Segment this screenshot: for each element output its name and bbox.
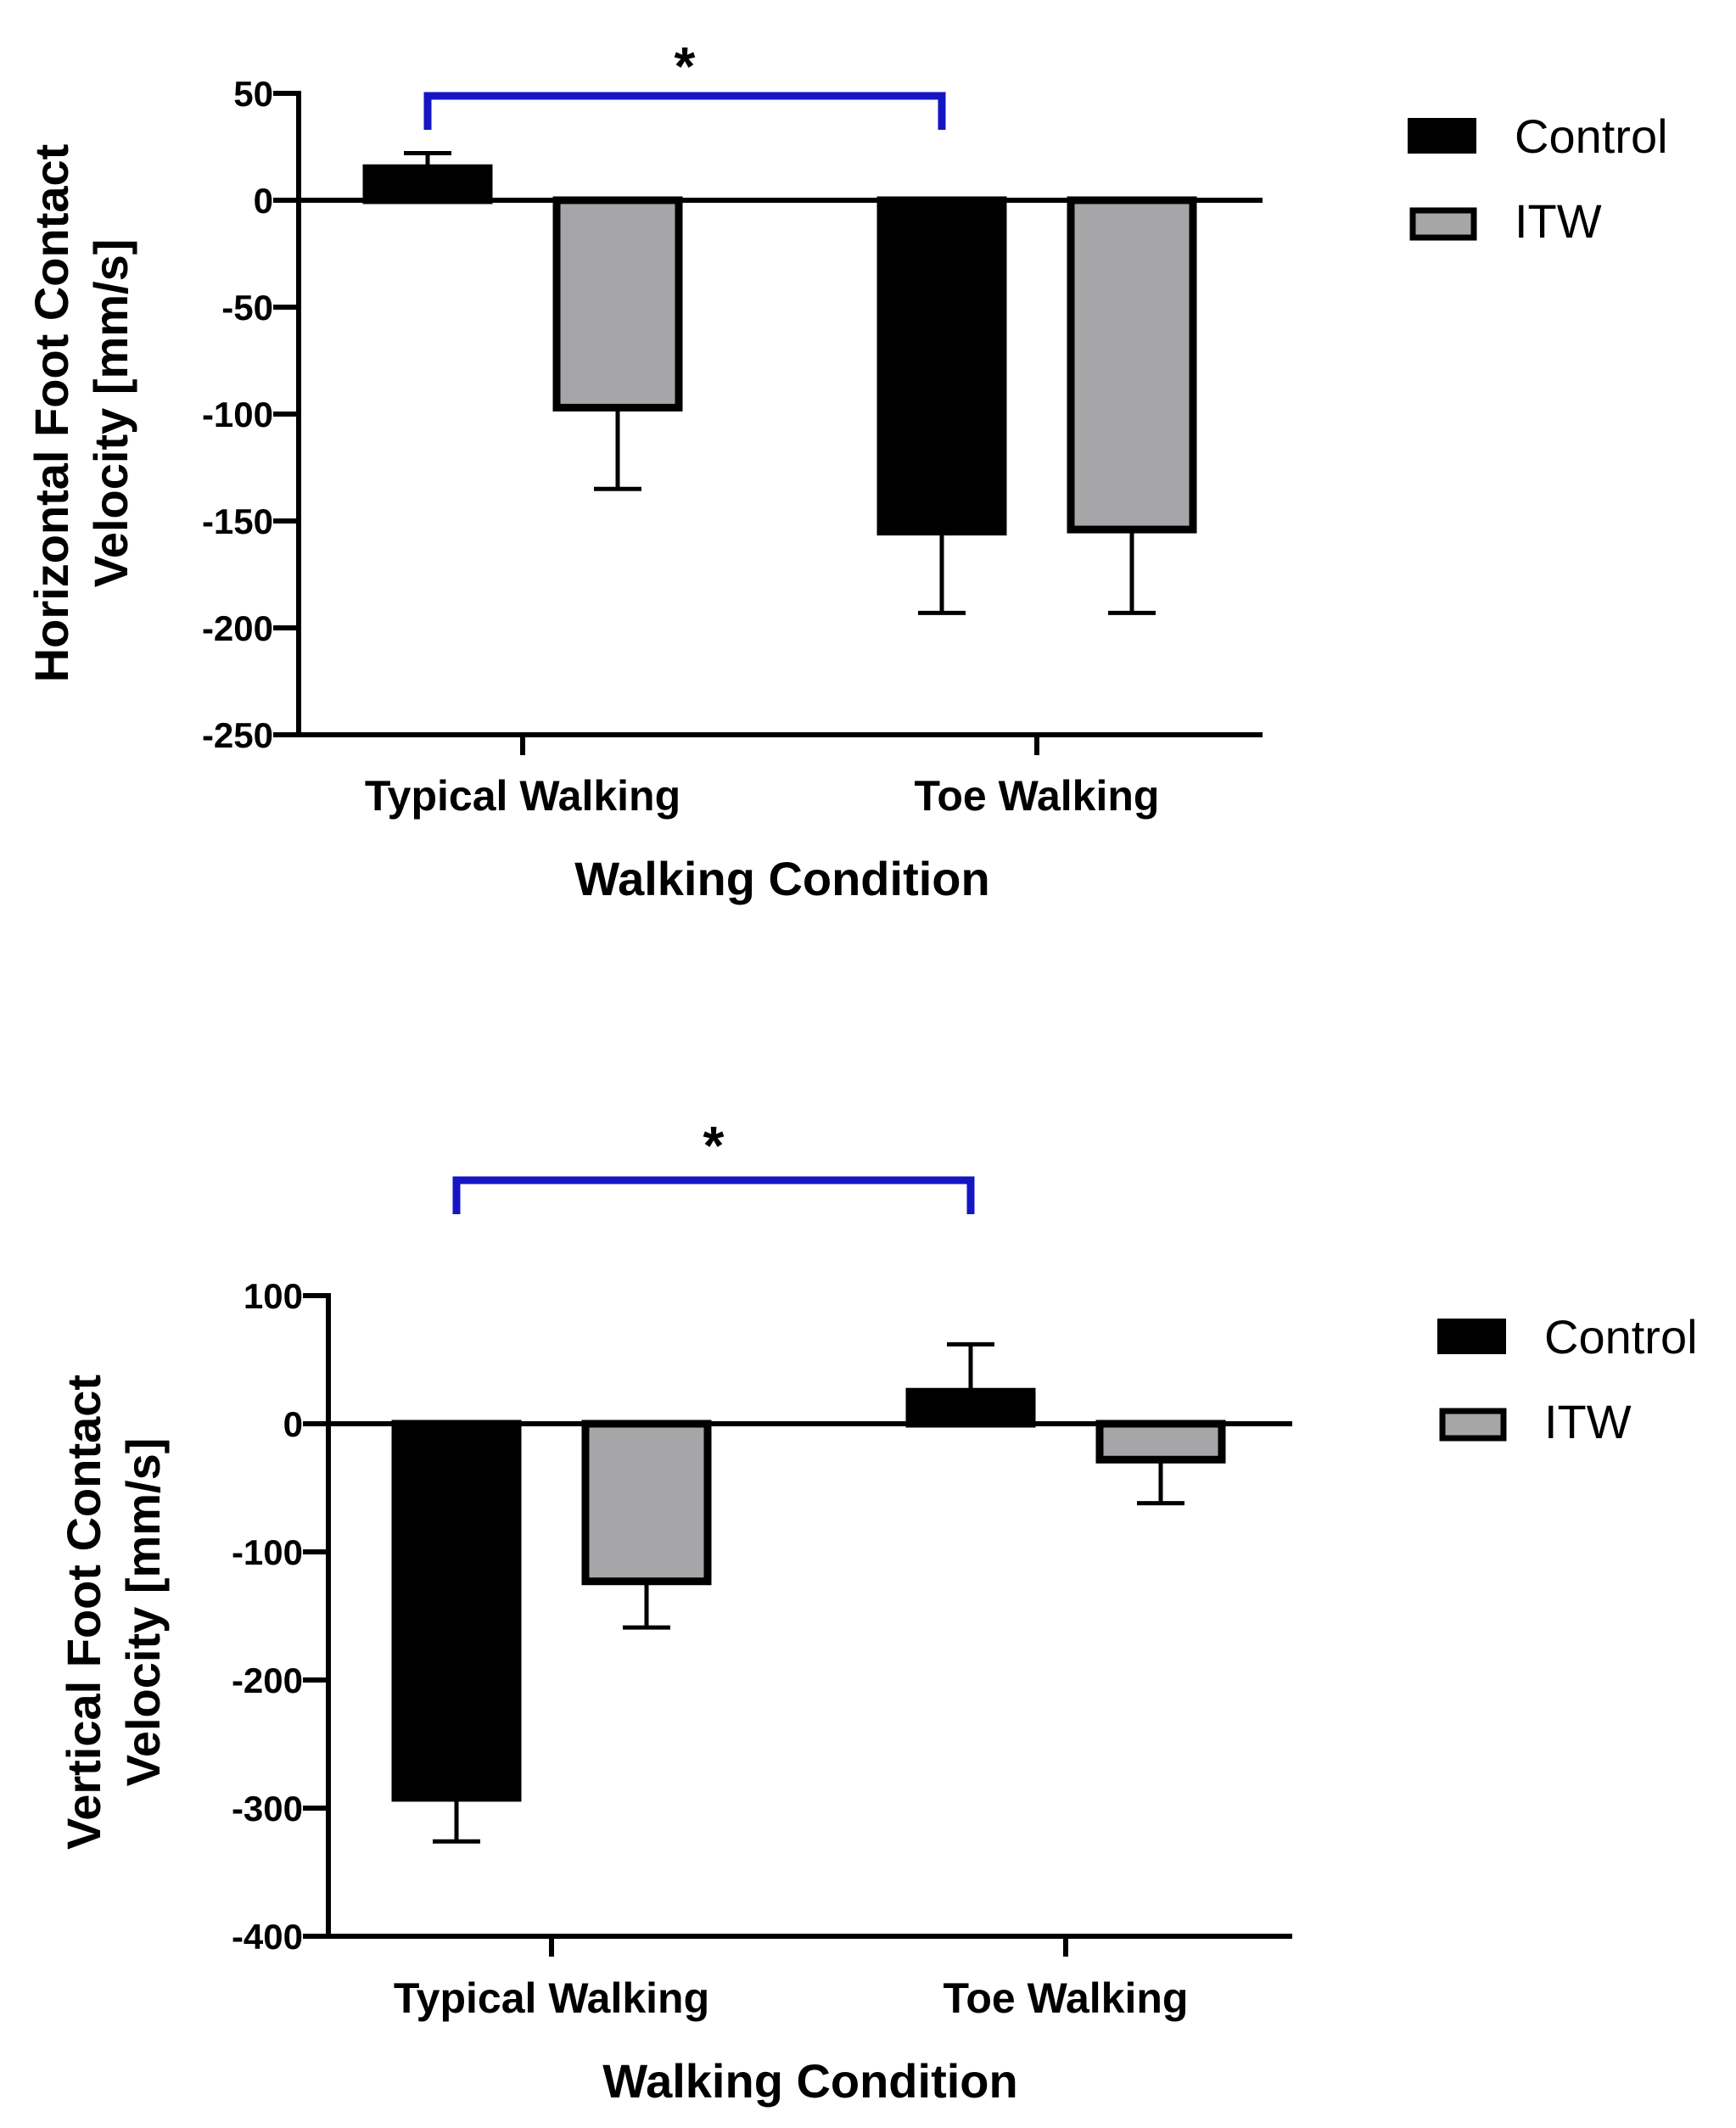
y-ticks-group: 50 0 -50 -100 -150 -200 -250 <box>202 74 299 755</box>
bars-group <box>391 1387 1226 1802</box>
significance-star: * <box>675 36 696 97</box>
y-tick-label: -300 <box>232 1789 303 1828</box>
legend-swatch-itw <box>1439 1408 1507 1442</box>
y-tick-label: -50 <box>221 288 273 328</box>
y-tick-label: 0 <box>254 181 273 221</box>
y-tick-label: -200 <box>202 608 273 648</box>
y-tick-label: -150 <box>202 501 273 541</box>
significance-star: * <box>703 1115 725 1176</box>
legend-label-control: Control <box>1544 1310 1698 1364</box>
x-tick-label-toe-walking: Toe Walking <box>944 1974 1189 2022</box>
y-axis-label-line-2: Velocity [mm/s] <box>116 1438 170 1787</box>
y-tick-label: 50 <box>233 74 273 114</box>
chart-horizontal-velocity: 50 0 -50 -100 -150 -200 -250 Typical Walking T… <box>25 36 1668 905</box>
significance-bracket-line <box>452 1176 975 1214</box>
bar-control-typical-walking <box>362 164 493 204</box>
y-axis-label-line-1: Horizontal Foot Contact <box>25 144 78 683</box>
x-axis-label: Walking Condition <box>602 2054 1017 2108</box>
legend: Control ITW <box>1437 1310 1698 1448</box>
y-axis-label-line-1: Vertical Foot Contact <box>57 1375 110 1850</box>
legend: Control ITW <box>1408 109 1668 248</box>
legend-swatch-control <box>1437 1319 1506 1354</box>
y-ticks-group: 100 0 -100 -200 -300 -400 <box>232 1276 328 1957</box>
axes-group <box>326 1293 1292 1957</box>
error-bars-group <box>433 1341 1184 1844</box>
legend-swatch-control <box>1408 118 1476 154</box>
bar-control-toe-walking <box>905 1387 1036 1428</box>
legend-label-itw: ITW <box>1544 1395 1632 1448</box>
x-tick-label-toe-walking: Toe Walking <box>915 772 1160 820</box>
bar-control-typical-walking <box>391 1420 522 1802</box>
bar-control-toe-walking <box>876 196 1007 536</box>
bar-itw-toe-walking <box>1067 196 1197 534</box>
significance-bracket-line <box>423 92 946 130</box>
y-tick-label: -100 <box>232 1532 303 1572</box>
x-axis-label: Walking Condition <box>574 852 989 905</box>
y-axis-label-line-2: Velocity [mm/s] <box>84 239 137 588</box>
legend-label-itw: ITW <box>1515 194 1602 248</box>
legend-swatch-itw <box>1409 207 1477 241</box>
legend-label-control: Control <box>1515 109 1668 163</box>
y-tick-label: 0 <box>283 1404 303 1444</box>
x-tick-label-typical-walking: Typical Walking <box>365 772 680 820</box>
y-tick-label: -100 <box>202 395 273 434</box>
chart-vertical-velocity: 100 0 -100 -200 -300 -400 Typical Walking Toe… <box>57 1115 1698 2108</box>
y-tick-label: 100 <box>244 1276 303 1316</box>
x-tick-label-typical-walking: Typical Walking <box>394 1974 709 2022</box>
significance-bracket: * <box>423 36 946 130</box>
error-bars-group <box>404 151 1156 615</box>
y-tick-label: -250 <box>202 715 273 755</box>
bar-itw-toe-walking <box>1095 1420 1226 1464</box>
significance-bracket: * <box>452 1115 975 1214</box>
y-tick-label: -400 <box>232 1917 303 1957</box>
bar-itw-typical-walking <box>581 1420 712 1586</box>
y-tick-label: -200 <box>232 1660 303 1700</box>
bars-group <box>362 164 1197 536</box>
bar-itw-typical-walking <box>552 196 683 412</box>
